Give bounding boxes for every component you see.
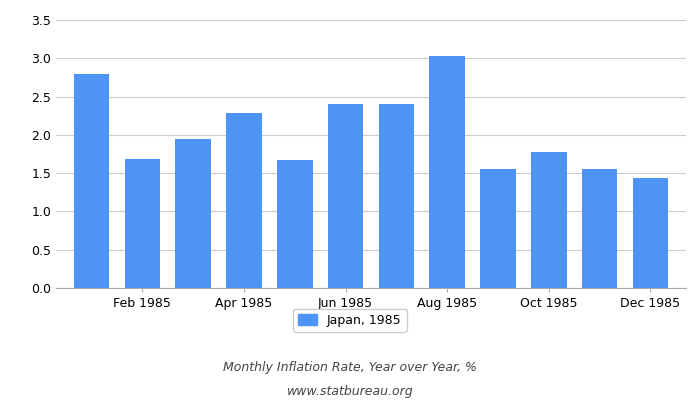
Bar [328,104,363,288]
Bar [125,159,160,288]
Bar [176,140,211,288]
Bar [429,56,465,288]
Bar [633,178,668,288]
Bar [531,152,566,288]
Text: www.statbureau.org: www.statbureau.org [287,386,413,398]
Text: Monthly Inflation Rate, Year over Year, %: Monthly Inflation Rate, Year over Year, … [223,362,477,374]
Bar [480,169,516,288]
Bar [74,74,109,288]
Bar [379,104,414,288]
Bar [226,114,262,288]
Legend: Japan, 1985: Japan, 1985 [293,309,407,332]
Bar [277,160,313,288]
Bar [582,169,617,288]
